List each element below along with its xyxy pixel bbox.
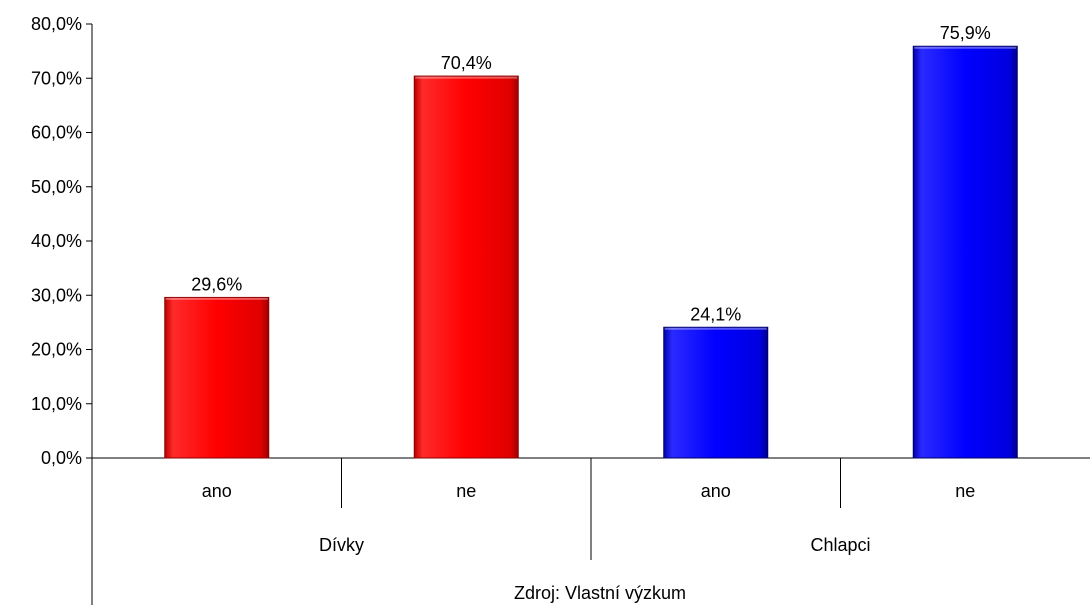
y-tick-label: 70,0% bbox=[31, 68, 82, 88]
bar-value-label: 75,9% bbox=[940, 23, 991, 43]
x-category-label: ne bbox=[955, 481, 975, 501]
bar-value-label: 29,6% bbox=[191, 274, 242, 294]
bar bbox=[663, 326, 769, 459]
y-tick-label: 0,0% bbox=[41, 448, 82, 468]
bar-value-label: 24,1% bbox=[690, 304, 741, 324]
labels: 0,0% 10,0% 20,0% 30,0% 40,0% 50,0% 60,0% 70,0% 8… bbox=[31, 14, 991, 555]
y-tick-label: 50,0% bbox=[31, 177, 82, 197]
y-tick-label: 60,0% bbox=[31, 123, 82, 143]
y-tick-label: 20,0% bbox=[31, 340, 82, 360]
source-footnote: Zdroj: Vlastní výzkum bbox=[514, 583, 686, 603]
bar bbox=[413, 75, 519, 459]
x-category-label: ne bbox=[456, 481, 476, 501]
bar bbox=[912, 45, 1018, 459]
y-tick-label: 40,0% bbox=[31, 231, 82, 251]
x-category-label: ano bbox=[701, 481, 731, 501]
bar-value-label: 70,4% bbox=[441, 53, 492, 73]
x-category-label: ano bbox=[202, 481, 232, 501]
y-tick-label: 80,0% bbox=[31, 14, 82, 34]
group-label: Chlapci bbox=[810, 535, 870, 555]
y-tick-label: 10,0% bbox=[31, 394, 82, 414]
group-label: Dívky bbox=[319, 535, 364, 555]
bars bbox=[164, 45, 1018, 459]
bar bbox=[164, 296, 270, 459]
y-tick-label: 30,0% bbox=[31, 285, 82, 305]
